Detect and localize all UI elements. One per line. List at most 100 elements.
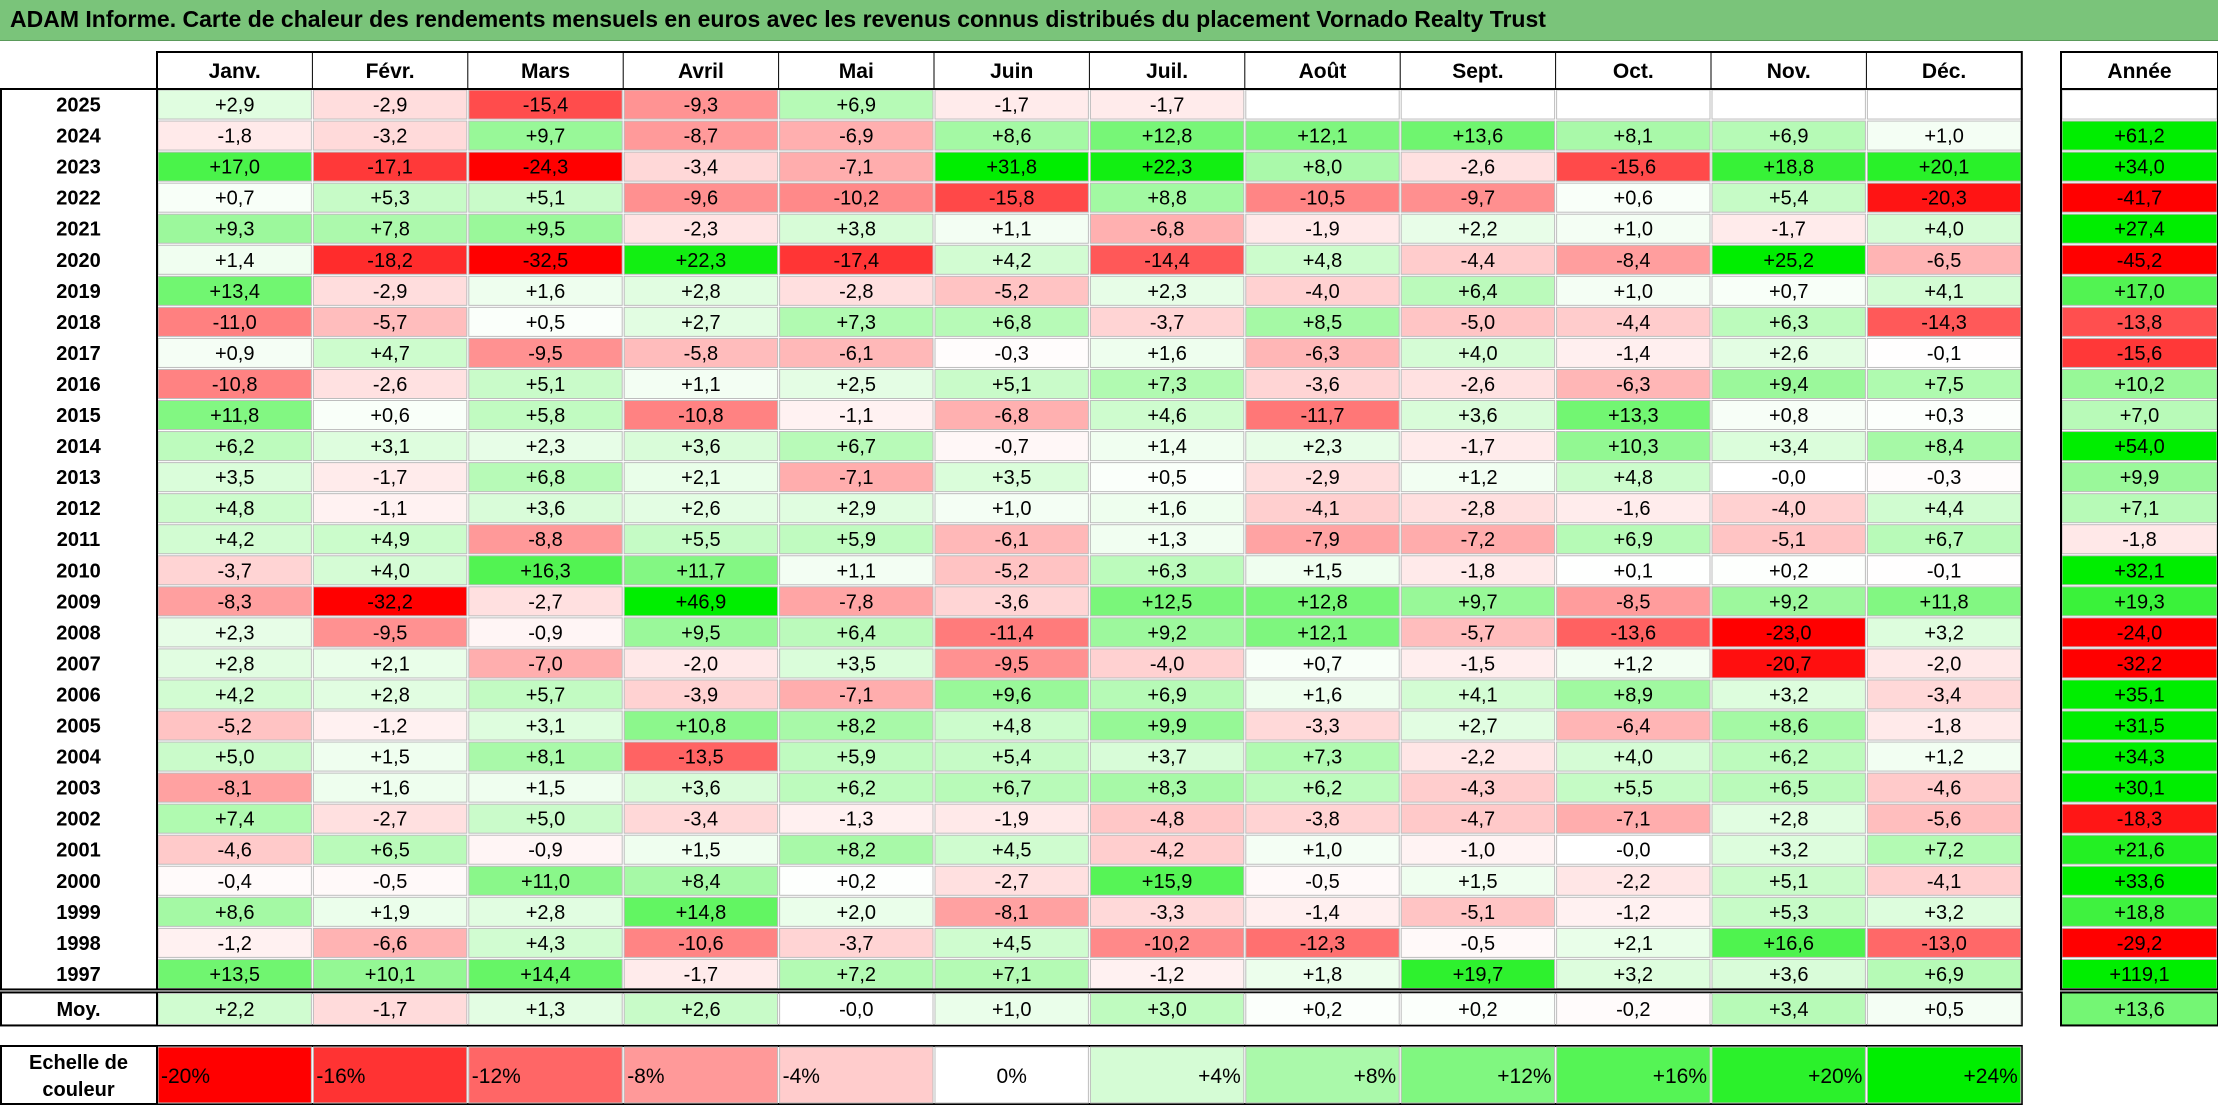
scale-label: Echelle de bbox=[29, 1052, 128, 1074]
average-cell bbox=[157, 992, 312, 1025]
heatmap-cell bbox=[1866, 89, 2022, 120]
heatmap-cell bbox=[1556, 493, 1711, 524]
cell-value: +5,4 bbox=[992, 747, 1031, 769]
month-header: Oct. bbox=[1613, 60, 1654, 83]
cell-value: -7,1 bbox=[839, 467, 873, 489]
cell-value: -8,1 bbox=[994, 902, 1028, 924]
cell-value: +4,8 bbox=[1614, 467, 1653, 489]
cell-value: -6,3 bbox=[1305, 343, 1339, 365]
cell-value: +13,3 bbox=[1608, 405, 1659, 427]
cell-value: -0,1 bbox=[1927, 560, 1961, 582]
heatmap-cell bbox=[623, 306, 779, 337]
annual-value: -24,0 bbox=[2117, 622, 2163, 644]
heatmap-cell bbox=[468, 244, 623, 275]
average-cell bbox=[934, 992, 1089, 1025]
scale-swatch bbox=[779, 1046, 934, 1104]
heatmap-cell bbox=[623, 400, 779, 431]
heatmap-cell bbox=[934, 679, 1089, 710]
table-row: 1998 -1,2 -6,6 +4,3 -10,6 -3,7 +4,5 -10,2 -12,3 -… bbox=[56, 927, 2218, 958]
heatmap-cell bbox=[312, 555, 468, 586]
heatmap-cell bbox=[468, 400, 623, 431]
average-cell bbox=[1556, 992, 1711, 1025]
scale-swatch bbox=[1089, 1046, 1245, 1104]
heatmap-cell bbox=[1400, 648, 1556, 679]
heatmap-cell bbox=[1400, 337, 1556, 368]
annual-value: -32,2 bbox=[2117, 653, 2163, 675]
scale-label-value: +8% bbox=[1354, 1065, 1397, 1088]
cell-value: +4,0 bbox=[370, 560, 409, 582]
heatmap-cell bbox=[934, 617, 1089, 648]
cell-value: -6,9 bbox=[839, 126, 873, 148]
cell-value: +0,6 bbox=[1614, 188, 1653, 210]
cell-value: +0,7 bbox=[215, 188, 254, 210]
heatmap-cell bbox=[1089, 182, 1245, 213]
table-row: 2021 +9,3 +7,8 +9,5 -2,3 +3,8 +1,1 -6,8 -1,9 +2,2… bbox=[56, 213, 2218, 244]
heatmap-cell bbox=[779, 741, 934, 772]
annual-value: +31,5 bbox=[2114, 716, 2165, 738]
cell-value: +13,4 bbox=[209, 281, 260, 303]
heatmap-cell bbox=[1556, 120, 1711, 151]
heatmap-cell bbox=[779, 337, 934, 368]
year-label: 2004 bbox=[56, 747, 101, 769]
heatmap-cell bbox=[312, 306, 468, 337]
heatmap-cell bbox=[1556, 865, 1711, 896]
cell-value: -5,1 bbox=[1461, 902, 1495, 924]
heatmap-cell bbox=[1711, 120, 1866, 151]
year-label: 2022 bbox=[56, 188, 101, 210]
cell-value: -3,9 bbox=[684, 684, 718, 706]
heatmap-cell bbox=[157, 368, 312, 400]
cell-value: +6,8 bbox=[526, 467, 565, 489]
scale-swatch bbox=[1711, 1046, 1866, 1104]
heatmap-cell bbox=[468, 555, 623, 586]
cell-value: -24,3 bbox=[523, 157, 569, 179]
heatmap-cell bbox=[312, 244, 468, 275]
cell-value: +9,7 bbox=[526, 126, 565, 148]
heatmap-cell bbox=[1866, 306, 2022, 337]
heatmap-cell bbox=[312, 151, 468, 182]
heatmap-cell bbox=[1556, 803, 1711, 834]
heatmap-cell bbox=[1711, 865, 1866, 896]
heatmap-cell bbox=[1866, 244, 2022, 275]
heatmap-cell bbox=[623, 741, 779, 772]
cell-value: +5,1 bbox=[1769, 871, 1808, 893]
average-cell bbox=[779, 992, 934, 1025]
cell-value: -3,7 bbox=[839, 933, 873, 955]
heatmap-cell bbox=[1400, 710, 1556, 741]
cell-value: +5,4 bbox=[1769, 188, 1808, 210]
heatmap-cell bbox=[1400, 493, 1556, 524]
cell-value: +5,9 bbox=[837, 529, 876, 551]
annual-header-frame bbox=[2060, 51, 2218, 90]
heatmap-cell bbox=[1866, 710, 2022, 741]
heatmap-cell bbox=[623, 337, 779, 368]
average-cell bbox=[1711, 992, 1866, 1025]
cell-value: -1,2 bbox=[217, 933, 251, 955]
average-value: +0,2 bbox=[1458, 999, 1497, 1021]
heatmap-cell bbox=[1866, 462, 2022, 493]
cell-value: -11,0 bbox=[213, 312, 257, 334]
cell-value: -1,7 bbox=[1461, 436, 1495, 458]
cell-value: -3,8 bbox=[1305, 809, 1339, 831]
cell-value: +8,6 bbox=[215, 902, 254, 924]
average-cell bbox=[1089, 992, 1245, 1025]
heatmap-cell bbox=[312, 617, 468, 648]
heatmap-cell bbox=[1400, 244, 1556, 275]
cell-value: -7,8 bbox=[839, 591, 873, 613]
cell-value: +4,8 bbox=[1303, 250, 1342, 272]
heatmap-cell bbox=[157, 244, 312, 275]
heatmap-cell bbox=[157, 741, 312, 772]
annual-value: -1,8 bbox=[2122, 529, 2156, 551]
heatmap-cell bbox=[1556, 617, 1711, 648]
year-label: 2006 bbox=[56, 684, 101, 706]
cell-value: +2,5 bbox=[837, 374, 876, 396]
annual-cell bbox=[2061, 275, 2218, 306]
heatmap-cell bbox=[1711, 896, 1866, 927]
heatmap-cell bbox=[1245, 306, 1400, 337]
average-cell bbox=[1245, 992, 1400, 1025]
cell-value: -1,8 bbox=[217, 126, 251, 148]
heatmap-cell bbox=[779, 617, 934, 648]
annual-value: +34,0 bbox=[2114, 157, 2165, 179]
average-cell bbox=[623, 992, 779, 1025]
cell-value: +6,9 bbox=[1147, 684, 1186, 706]
cell-value: +8,8 bbox=[1147, 188, 1186, 210]
cell-value: +8,0 bbox=[1303, 157, 1342, 179]
